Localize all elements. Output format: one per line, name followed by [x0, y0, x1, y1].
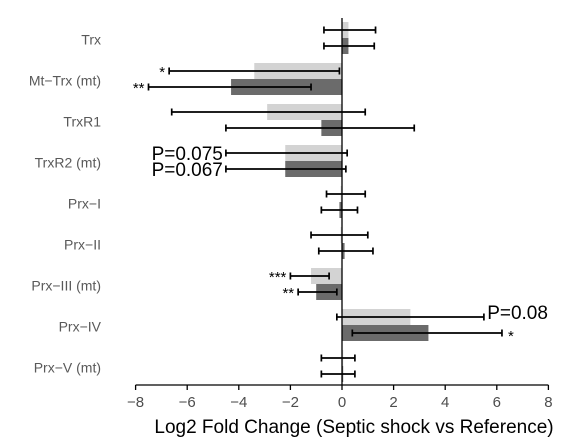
x-tick-label: 4 [441, 394, 449, 411]
annotations-layer: *P=0.075*****P=0.067**P=0.08* [133, 64, 548, 345]
x-axis: −8 −6 −4 −2 0 2 4 6 8 [127, 18, 553, 411]
category-label: Prx−V (mt) [34, 360, 101, 376]
p-value-label: P=0.08 [487, 303, 548, 324]
p-value-label: P=0.067 [152, 160, 223, 181]
significance-label: ** [133, 80, 145, 97]
bars-layer [231, 22, 429, 382]
category-label: TrxR2 (mt) [35, 155, 101, 171]
significance-label: * [159, 64, 165, 81]
x-tick-label: 0 [338, 394, 346, 411]
category-label: Mt−Trx (mt) [29, 73, 101, 89]
error-bars-layer [147, 26, 503, 378]
category-label: Prx−II [64, 237, 101, 253]
x-tick-label: −2 [282, 394, 299, 411]
x-tick-label: −6 [179, 394, 196, 411]
x-tick-label: −4 [230, 394, 247, 411]
x-tick-label: 2 [389, 394, 397, 411]
category-label: Prx−I [68, 196, 101, 212]
significance-label: *** [269, 269, 287, 286]
x-tick-label: −8 [127, 394, 144, 411]
x-tick-label: 6 [493, 394, 501, 411]
significance-label: ** [282, 285, 294, 302]
category-label: Trx [81, 32, 101, 48]
category-label: Prx−IV [59, 319, 102, 335]
x-axis-title: Log2 Fold Change (Septic shock vs Refere… [154, 417, 553, 438]
p-value-label: P=0.075 [152, 144, 223, 165]
significance-label: * [508, 328, 514, 345]
category-label: TrxR1 [63, 114, 101, 130]
category-label: Prx−III (mt) [31, 278, 101, 294]
x-tick-label: 8 [544, 394, 552, 411]
category-axis: Trx Mt−Trx (mt) TrxR1 TrxR2 (mt) Prx−I Prx−II… [29, 32, 102, 376]
